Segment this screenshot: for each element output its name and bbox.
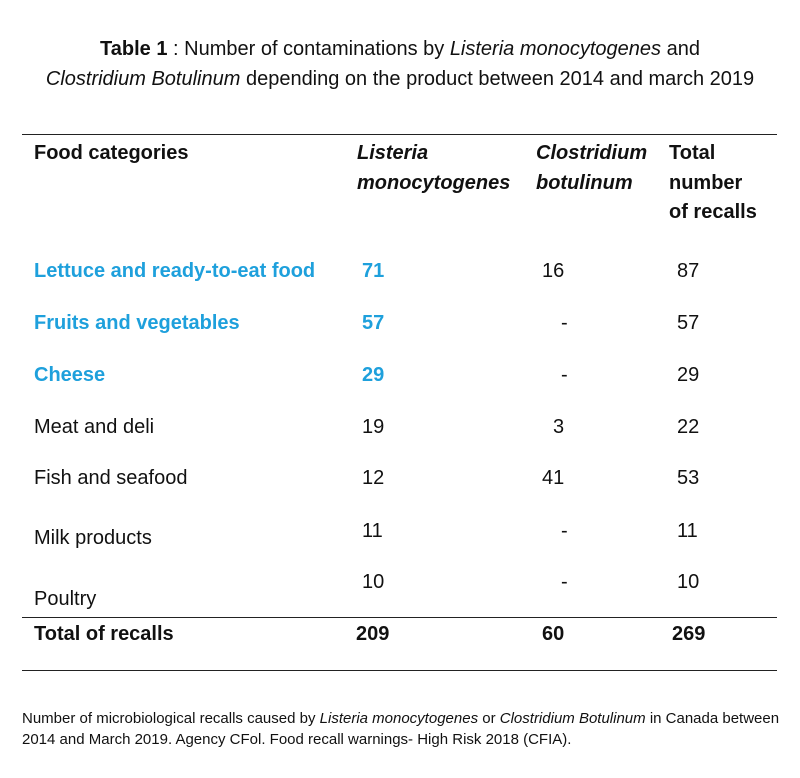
footnote-species-1: Listeria monocytogenes xyxy=(319,710,479,727)
row-listeria-value: 10 xyxy=(362,571,385,593)
row-category: Lettuce and ready-to-eat food xyxy=(34,260,316,282)
table-title-label: Table 1 xyxy=(100,38,168,60)
totals-top-rule xyxy=(22,617,777,618)
row-total-value: 22 xyxy=(677,416,700,438)
footnote-text-3: in Canada between 2014 and March 2019. A… xyxy=(22,710,780,748)
footnote-text-1: Number of microbiological recalls caused… xyxy=(22,710,320,727)
header-total-line-2: number xyxy=(669,172,743,194)
totals-label: Total of recalls xyxy=(34,623,174,645)
table-footnote: Number of microbiological recalls caused… xyxy=(22,708,782,750)
header-listeria-line-2: monocytogenes xyxy=(357,172,511,194)
row-category: Meat and deli xyxy=(34,416,155,438)
totals-clostridium-value: 60 xyxy=(542,623,565,645)
row-category: Fish and seafood xyxy=(34,467,188,489)
table-title-text-1: Number of contaminations by xyxy=(184,38,450,60)
header-clostridium-line-2: botulinum xyxy=(536,172,633,194)
row-category: Milk products xyxy=(34,527,152,549)
footnote-species-2: Clostridium Botulinum xyxy=(499,710,646,727)
row-listeria-value: 71 xyxy=(362,260,385,282)
table-title-separator: : xyxy=(167,38,185,60)
row-total-value: 57 xyxy=(677,312,700,334)
table-title-text-3: depending on the product between 2014 an… xyxy=(240,68,755,90)
row-clostridium-value: 3 xyxy=(553,416,565,438)
row-listeria-value: 29 xyxy=(362,364,385,386)
header-clostridium-line-1: Clostridium xyxy=(536,142,648,164)
row-clostridium-value: - xyxy=(561,571,568,593)
footnote-text-2: or xyxy=(478,710,500,727)
row-clostridium-value: 16 xyxy=(542,260,565,282)
row-listeria-value: 19 xyxy=(362,416,385,438)
row-total-value: 87 xyxy=(677,260,700,282)
table-title-text-2: and xyxy=(661,38,700,60)
header-food-categories: Food categories xyxy=(34,142,189,164)
row-category: Poultry xyxy=(34,588,97,610)
table-title-species-1: Listeria monocytogenes xyxy=(449,38,662,60)
header-listeria-line-1: Listeria xyxy=(357,142,429,164)
totals-total-value: 269 xyxy=(672,623,706,645)
row-listeria-value: 11 xyxy=(362,520,383,542)
row-total-value: 11 xyxy=(677,520,698,542)
table-bottom-rule xyxy=(22,670,777,671)
header-total-line-1: Total xyxy=(669,142,716,164)
row-listeria-value: 57 xyxy=(362,312,385,334)
row-category: Fruits and vegetables xyxy=(34,312,240,334)
table-title: Table 1 : Number of contaminations by Li… xyxy=(20,34,780,94)
row-clostridium-value: 41 xyxy=(542,467,565,489)
row-clostridium-value: - xyxy=(561,520,568,542)
row-total-value: 53 xyxy=(677,467,700,489)
row-total-value: 10 xyxy=(677,571,700,593)
row-clostridium-value: - xyxy=(561,312,568,334)
row-listeria-value: 12 xyxy=(362,467,385,489)
header-total-line-3: of recalls xyxy=(669,201,757,223)
row-total-value: 29 xyxy=(677,364,700,386)
row-category: Cheese xyxy=(34,364,106,386)
table-top-rule xyxy=(22,134,777,135)
table-title-species-2: Clostridium Botulinum xyxy=(45,68,241,90)
totals-listeria-value: 209 xyxy=(356,623,390,645)
row-clostridium-value: - xyxy=(561,364,568,386)
